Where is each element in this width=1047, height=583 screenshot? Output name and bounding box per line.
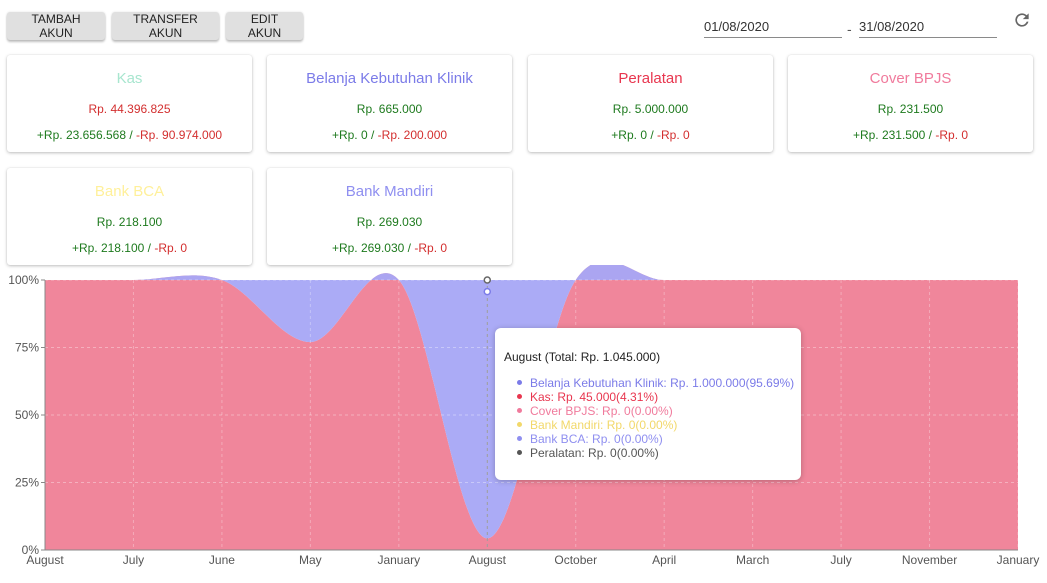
bullet-icon xyxy=(517,394,522,400)
x-tick-label: August xyxy=(26,553,64,567)
x-tick-label: April xyxy=(652,553,676,567)
x-tick-label: July xyxy=(830,553,851,567)
bullet-icon xyxy=(517,408,522,414)
tooltip-item: Cover BPJS: Rp. 0(0.00%) xyxy=(517,404,794,418)
account-balance: Rp. 5.000.000 xyxy=(612,102,689,116)
toolbar: TAMBAH AKUN TRANSFER AKUN EDIT AKUN 01/0… xyxy=(0,0,1047,50)
y-tick-label: 50% xyxy=(15,408,39,422)
x-tick-label: January xyxy=(377,553,420,567)
tooltip-item: Peralatan: Rp. 0(0.00%) xyxy=(517,446,794,460)
tooltip-item: Belanja Kebutuhan Klinik: Rp. 1.000.000(… xyxy=(517,376,794,390)
date-to-field[interactable]: 31/08/2020 xyxy=(859,16,997,38)
account-name: Peralatan xyxy=(618,70,683,87)
tooltip-list: Belanja Kebutuhan Klinik: Rp. 1.000.000(… xyxy=(517,376,794,460)
account-name: Bank Mandiri xyxy=(345,183,434,200)
hover-point xyxy=(483,287,492,296)
tooltip-item-text: Kas: Rp. 45.000(4.31%) xyxy=(530,390,659,404)
y-tick-label: 100% xyxy=(8,273,39,287)
account-card[interactable]: Kas Rp. 44.396.825 +Rp. 23.656.568 / -Rp. … xyxy=(7,55,252,152)
account-flow: +Rp. 0 / -Rp. 0 xyxy=(611,128,690,142)
account-name: Cover BPJS xyxy=(869,70,952,87)
account-expense: -Rp. 0 xyxy=(657,128,690,142)
add-account-button[interactable]: TAMBAH AKUN xyxy=(7,12,105,40)
bullet-icon xyxy=(517,436,522,442)
x-tick-label: March xyxy=(736,553,769,567)
x-tick-label: July xyxy=(123,553,144,567)
tooltip-item-text: Belanja Kebutuhan Klinik: Rp. 1.000.000(… xyxy=(530,376,795,390)
x-tick-label: November xyxy=(902,553,957,567)
account-name: Kas xyxy=(116,70,143,87)
tooltip-item-text: Peralatan: Rp. 0(0.00%) xyxy=(530,446,659,460)
account-income: +Rp. 0 xyxy=(611,128,647,142)
account-flow: +Rp. 269.030 / -Rp. 0 xyxy=(331,241,448,255)
account-card[interactable]: Bank BCA Rp. 218.100 +Rp. 218.100 / -Rp. 0 xyxy=(7,168,252,265)
account-income: +Rp. 231.500 xyxy=(852,128,926,142)
x-tick-label: May xyxy=(299,553,322,567)
account-balance: Rp. 665.000 xyxy=(356,102,423,116)
account-income: +Rp. 218.100 xyxy=(71,241,145,255)
account-expense: -Rp. 0 xyxy=(154,241,188,255)
y-tick-label: 25% xyxy=(15,476,39,490)
account-name: Belanja Kebutuhan Klinik xyxy=(306,70,473,87)
account-income: +Rp. 23.656.568 xyxy=(36,128,126,142)
y-tick-label: 75% xyxy=(15,341,39,355)
account-flow: +Rp. 0 / -Rp. 200.000 xyxy=(331,128,448,142)
account-income: +Rp. 0 xyxy=(331,128,368,142)
account-balance: Rp. 44.396.825 xyxy=(88,102,171,116)
account-card[interactable]: Bank Mandiri Rp. 269.030 +Rp. 269.030 / -R… xyxy=(267,168,512,265)
account-card[interactable]: Peralatan Rp. 5.000.000 +Rp. 0 / -Rp. 0 xyxy=(528,55,773,152)
bullet-icon xyxy=(517,380,522,386)
account-expense: -Rp. 90.974.000 xyxy=(136,128,223,142)
account-flow: +Rp. 231.500 / -Rp. 0 xyxy=(852,128,969,142)
account-expense: -Rp. 0 xyxy=(414,241,448,255)
account-card[interactable]: Belanja Kebutuhan Klinik Rp. 665.000 +Rp. … xyxy=(267,55,512,152)
transfer-account-button[interactable]: TRANSFER AKUN xyxy=(112,12,219,40)
account-balance: Rp. 231.500 xyxy=(877,102,944,116)
tooltip-item-text: Cover BPJS: Rp. 0(0.00%) xyxy=(530,404,673,418)
account-expense: -Rp. 200.000 xyxy=(377,128,448,142)
date-separator: - xyxy=(847,21,852,37)
refresh-icon[interactable] xyxy=(1012,10,1032,30)
bullet-icon xyxy=(517,450,522,456)
x-tick-label: October xyxy=(554,553,597,567)
date-from-field[interactable]: 01/08/2020 xyxy=(704,16,842,38)
account-flow: +Rp. 218.100 / -Rp. 0 xyxy=(71,241,188,255)
tooltip-item: Kas: Rp. 45.000(4.31%) xyxy=(517,390,794,404)
tooltip-item: Bank BCA: Rp. 0(0.00%) xyxy=(517,432,794,446)
account-balance: Rp. 218.100 xyxy=(96,215,163,229)
tooltip-item-text: Bank Mandiri: Rp. 0(0.00%) xyxy=(530,418,678,432)
edit-account-button[interactable]: EDIT AKUN xyxy=(226,12,303,40)
x-tick-label: August xyxy=(469,553,507,567)
account-expense: -Rp. 0 xyxy=(935,128,969,142)
chart-tooltip: August (Total: Rp. 1.045.000) Belanja Ke… xyxy=(495,328,801,480)
account-flow: +Rp. 23.656.568 / -Rp. 90.974.000 xyxy=(36,128,223,142)
tooltip-item-text: Bank BCA: Rp. 0(0.00%) xyxy=(530,432,663,446)
tooltip-title: August (Total: Rp. 1.045.000) xyxy=(504,350,661,364)
account-name: Bank BCA xyxy=(94,183,165,200)
x-tick-label: January xyxy=(997,553,1040,567)
account-card[interactable]: Cover BPJS Rp. 231.500 +Rp. 231.500 / -Rp.… xyxy=(788,55,1033,152)
account-income: +Rp. 269.030 xyxy=(331,241,405,255)
y-tick-label: 0% xyxy=(22,543,40,557)
bullet-icon xyxy=(517,422,522,428)
account-balance: Rp. 269.030 xyxy=(356,215,423,229)
tooltip-item: Bank Mandiri: Rp. 0(0.00%) xyxy=(517,418,794,432)
x-tick-label: June xyxy=(209,553,235,567)
hover-point xyxy=(483,276,492,284)
